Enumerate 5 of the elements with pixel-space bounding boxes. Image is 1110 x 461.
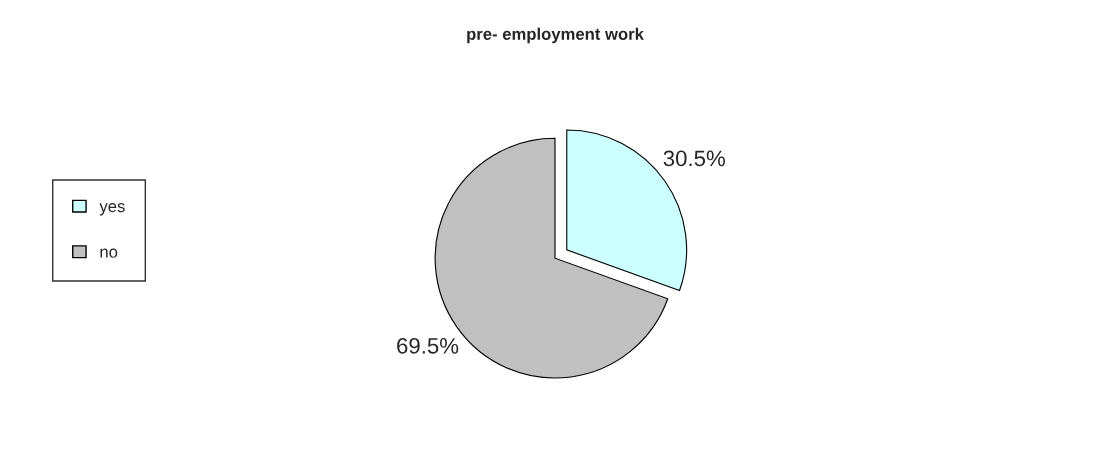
legend-label: no: [100, 248, 118, 258]
legend-label: yes: [99, 203, 125, 216]
data-label: 69.5%: [397, 337, 459, 354]
chart-title: pre- employment work: [467, 27, 644, 44]
data-label: 30.5%: [663, 150, 725, 167]
